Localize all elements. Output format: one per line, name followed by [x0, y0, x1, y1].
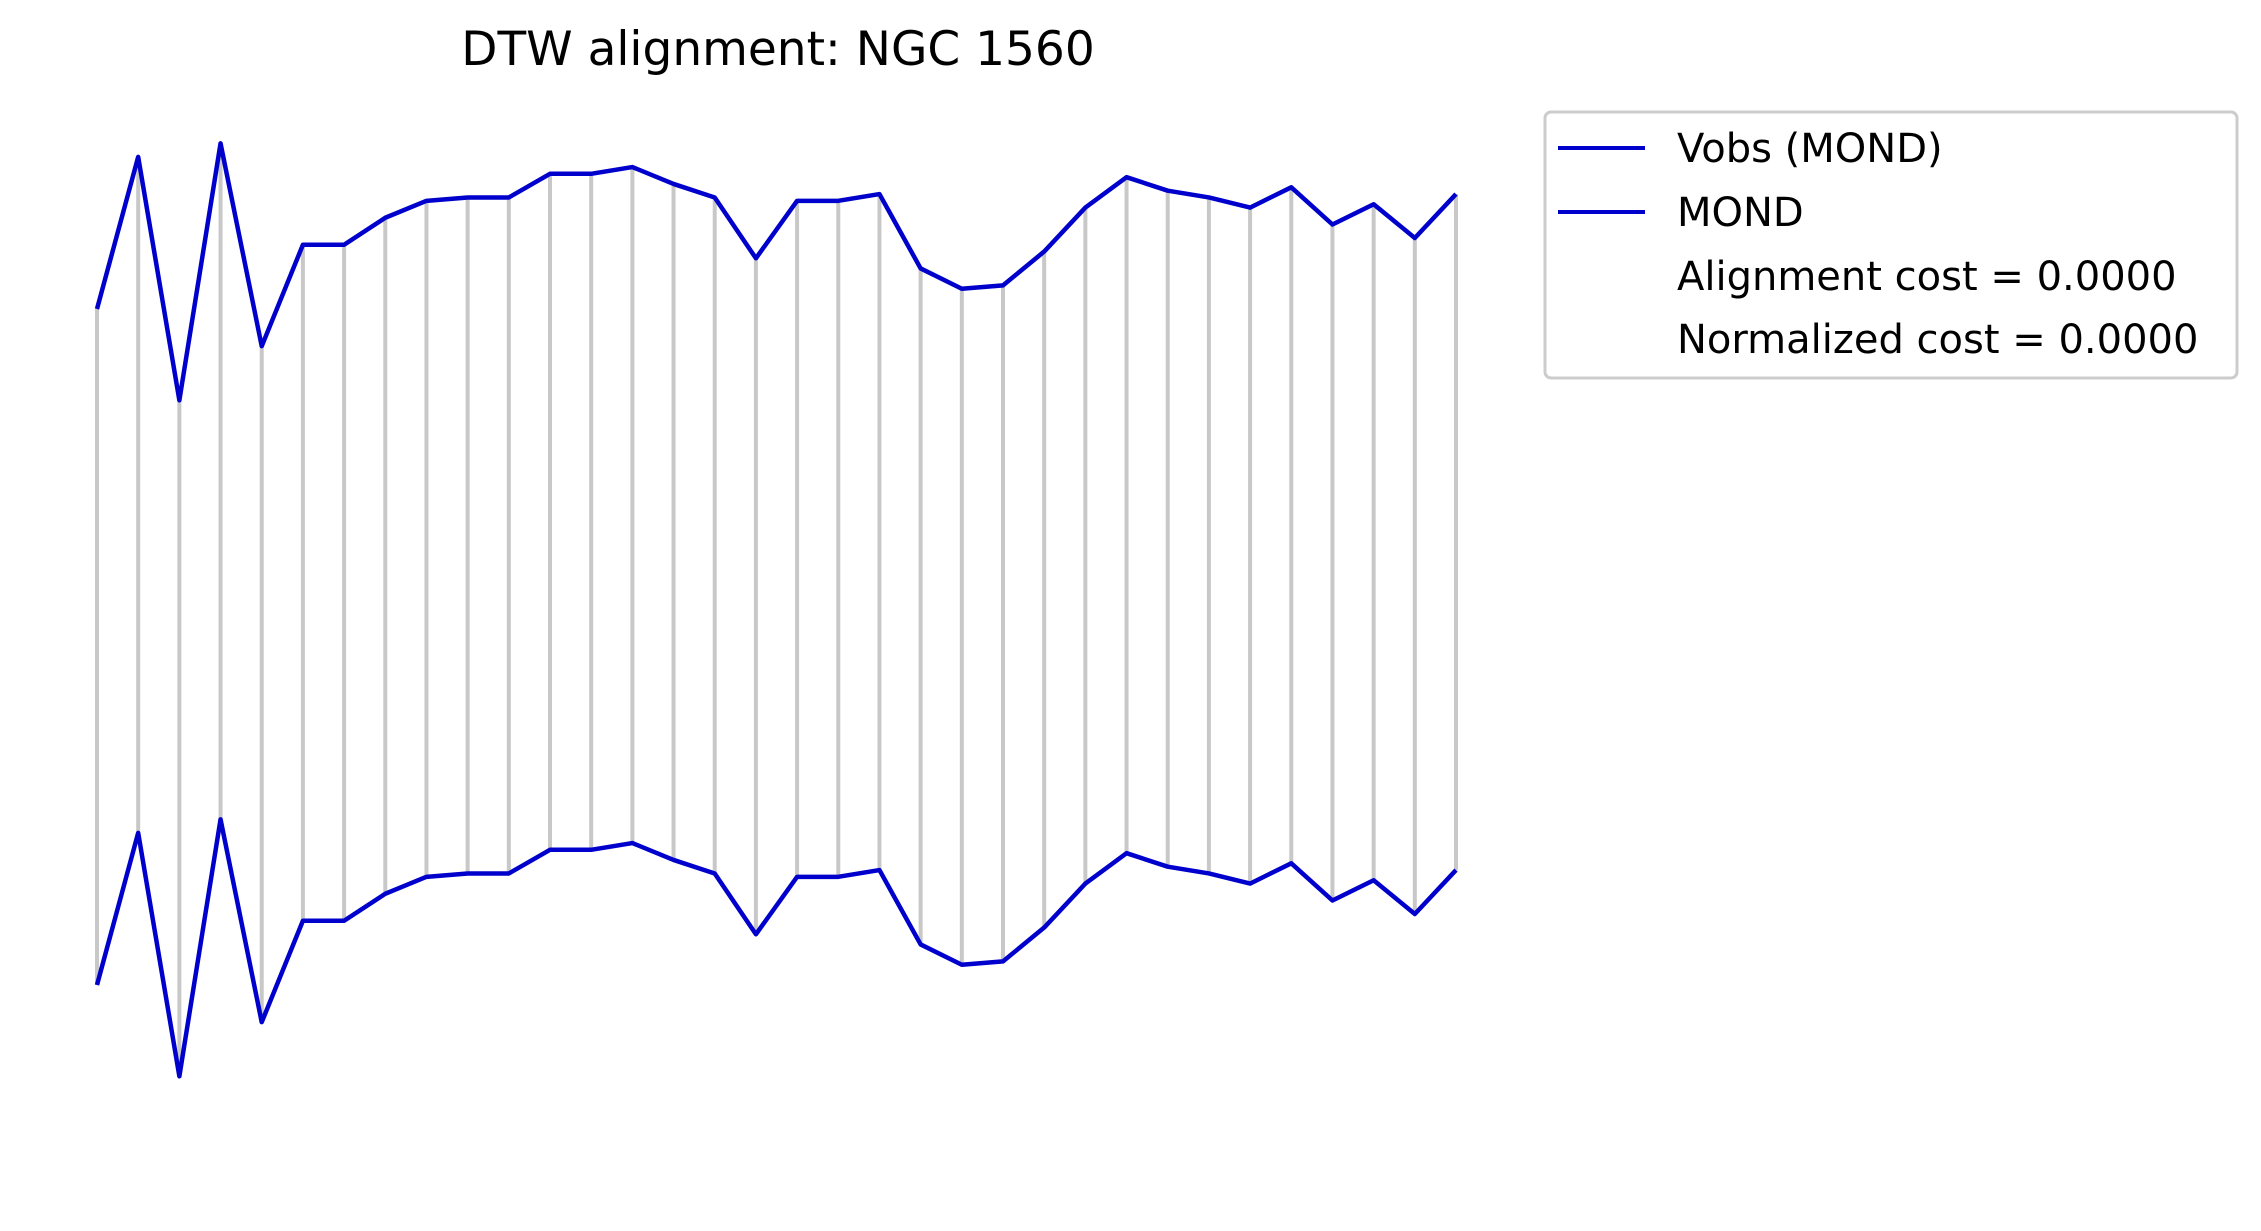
legend-alignment-cost: Alignment cost = 0.0000 — [1677, 254, 2177, 300]
legend-label-vobs-mond: Vobs (MOND) — [1677, 126, 1943, 172]
series-lines — [94, 141, 1458, 1079]
chart-title: DTW alignment: NGC 1560 — [461, 22, 1095, 77]
legend-label-mond: MOND — [1677, 190, 1804, 236]
legend-normalized-cost: Normalized cost = 0.0000 — [1677, 317, 2198, 363]
legend: Vobs (MOND) MOND Alignment cost = 0.0000… — [1543, 110, 2239, 380]
alignment-links — [95, 143, 1458, 1077]
series-line-vobs-mond — [94, 141, 1458, 403]
series-line-mond — [94, 817, 1458, 1079]
legend-frame — [1543, 110, 2239, 380]
